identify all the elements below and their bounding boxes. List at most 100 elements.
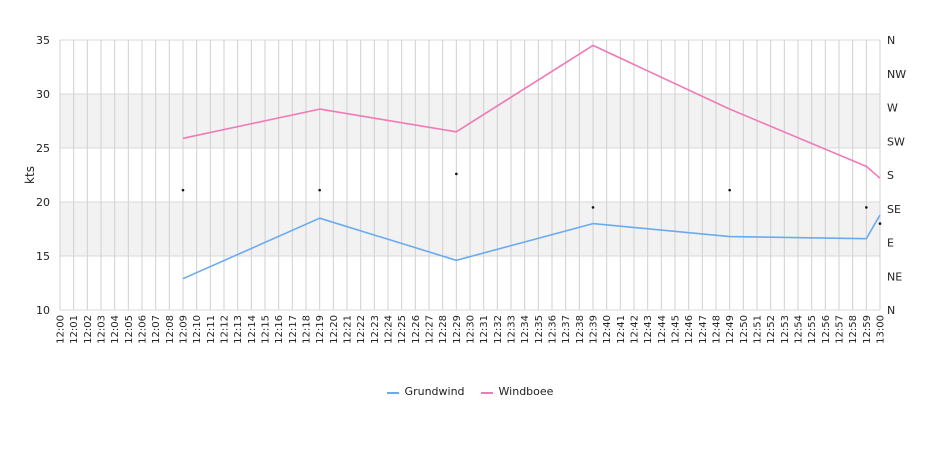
x-tick-label: 12:39 [589, 315, 600, 344]
x-tick-label: 12:04 [110, 315, 121, 344]
x-tick-label: 12:58 [848, 315, 859, 344]
x-tick-label: 12:07 [151, 315, 162, 344]
direction-tick-label: SE [887, 203, 901, 216]
legend: Grundwind Windboee [0, 385, 940, 398]
x-tick-label: 12:55 [807, 315, 818, 344]
x-tick-label: 12:46 [684, 315, 695, 344]
x-tick-label: 12:05 [124, 315, 135, 344]
x-tick-label: 12:35 [534, 315, 545, 344]
direction-tick-label: E [887, 237, 894, 250]
horizontal-gridlines [60, 39, 880, 311]
x-tick-label: 12:42 [630, 315, 641, 344]
y-tick-label: 35 [36, 34, 50, 47]
direction-marker [728, 188, 731, 192]
x-tick-label: 12:16 [274, 315, 285, 344]
y-axis-label: kts [23, 166, 37, 184]
direction-tick-label: S [887, 169, 894, 182]
x-tick-label: 12:02 [83, 315, 94, 344]
x-tick-label: 12:57 [835, 315, 846, 344]
vertical-gridlines [59, 40, 881, 310]
x-tick-label: 12:14 [247, 315, 258, 344]
x-tick-label: 12:11 [206, 315, 217, 344]
series-line-grundwind [182, 214, 881, 280]
direction-marker [318, 188, 321, 192]
x-tick-label: 12:13 [233, 315, 244, 344]
x-tick-label: 12:09 [179, 315, 190, 344]
x-tick-label: 12:34 [520, 315, 531, 344]
x-tick-label: 12:31 [479, 315, 490, 344]
x-tick-label: 12:50 [739, 315, 750, 344]
x-tick-label: 12:01 [69, 315, 80, 344]
x-tick-label: 12:38 [575, 315, 586, 344]
x-tick-label: 12:10 [192, 315, 203, 344]
y-tick-label: 20 [36, 196, 50, 209]
x-tick-label: 12:12 [220, 315, 231, 344]
x-tick-label: 12:54 [794, 315, 805, 344]
direction-tick-label: N [887, 304, 895, 317]
x-tick-label: 12:44 [657, 315, 668, 344]
x-tick-label: 13:00 [876, 315, 887, 344]
x-tick-label: 12:18 [302, 315, 313, 344]
x-tick-label: 12:27 [425, 315, 436, 344]
x-tick-label: 12:41 [616, 315, 627, 344]
x-tick-label: 12:47 [698, 315, 709, 344]
x-tick-label: 12:48 [712, 315, 723, 344]
direction-tick-label: NW [887, 68, 906, 81]
legend-swatch [480, 391, 493, 394]
y-tick-label: 25 [36, 142, 50, 155]
series-line-windboee [182, 44, 881, 179]
x-tick-label: 12:21 [343, 315, 354, 344]
direction-marker [878, 222, 882, 225]
x-tick-label: 12:28 [438, 315, 449, 344]
x-tick-label: 12:40 [602, 315, 613, 344]
direction-tick-label: W [887, 102, 898, 115]
series-lines [182, 44, 881, 280]
legend-swatch [386, 391, 399, 394]
x-tick-label: 12:17 [288, 315, 299, 344]
x-tick-label: 12:19 [315, 315, 326, 344]
legend-item-grundwind[interactable]: Grundwind [386, 385, 465, 398]
x-tick-label: 12:23 [370, 315, 381, 344]
y-axis-ticks: 10 15 20 25 30 35 [36, 34, 50, 317]
direction-marker [455, 172, 458, 176]
x-tick-label: 12:53 [780, 315, 791, 344]
direction-tick-label: SW [887, 135, 905, 148]
direction-marker [181, 188, 185, 192]
x-tick-label: 12:59 [862, 315, 873, 344]
y-tick-label: 10 [36, 304, 50, 317]
x-tick-label: 12:29 [452, 315, 463, 344]
x-tick-label: 12:32 [493, 315, 504, 344]
legend-item-windboee[interactable]: Windboee [480, 385, 554, 398]
x-tick-label: 12:24 [384, 315, 395, 344]
y-tick-label: 15 [36, 250, 50, 263]
direction-axis-ticks: N NE E SE S SW W NW N [887, 34, 906, 317]
x-tick-label: 12:43 [643, 315, 654, 344]
x-tick-label: 12:00 [56, 315, 67, 344]
x-tick-label: 12:03 [97, 315, 108, 344]
direction-marker [591, 206, 595, 209]
x-tick-label: 12:08 [165, 315, 176, 344]
legend-label: Windboee [498, 385, 554, 398]
x-tick-label: 12:37 [561, 315, 572, 344]
direction-tick-label: N [887, 34, 895, 47]
x-axis-ticks: 12:00 12:01 12:02 12:03 12:04 12:05 12:06 12:07… [56, 315, 887, 344]
x-tick-label: 12:52 [766, 315, 777, 344]
direction-marker [865, 206, 868, 209]
x-tick-label: 12:49 [725, 315, 736, 344]
x-tick-label: 12:15 [261, 315, 272, 344]
x-tick-label: 12:26 [411, 315, 422, 344]
legend-label: Grundwind [404, 385, 465, 398]
x-tick-label: 12:30 [466, 315, 477, 344]
x-tick-label: 12:06 [138, 315, 149, 344]
x-tick-label: 12:20 [329, 315, 340, 344]
x-tick-label: 12:45 [671, 315, 682, 344]
x-tick-label: 12:22 [356, 315, 367, 344]
direction-markers [181, 172, 882, 225]
x-tick-label: 12:36 [548, 315, 559, 344]
x-tick-label: 12:33 [507, 315, 518, 344]
x-tick-label: 12:56 [821, 315, 832, 344]
direction-tick-label: NE [887, 270, 902, 283]
y-tick-label: 30 [36, 88, 50, 101]
x-tick-label: 12:25 [397, 315, 408, 344]
